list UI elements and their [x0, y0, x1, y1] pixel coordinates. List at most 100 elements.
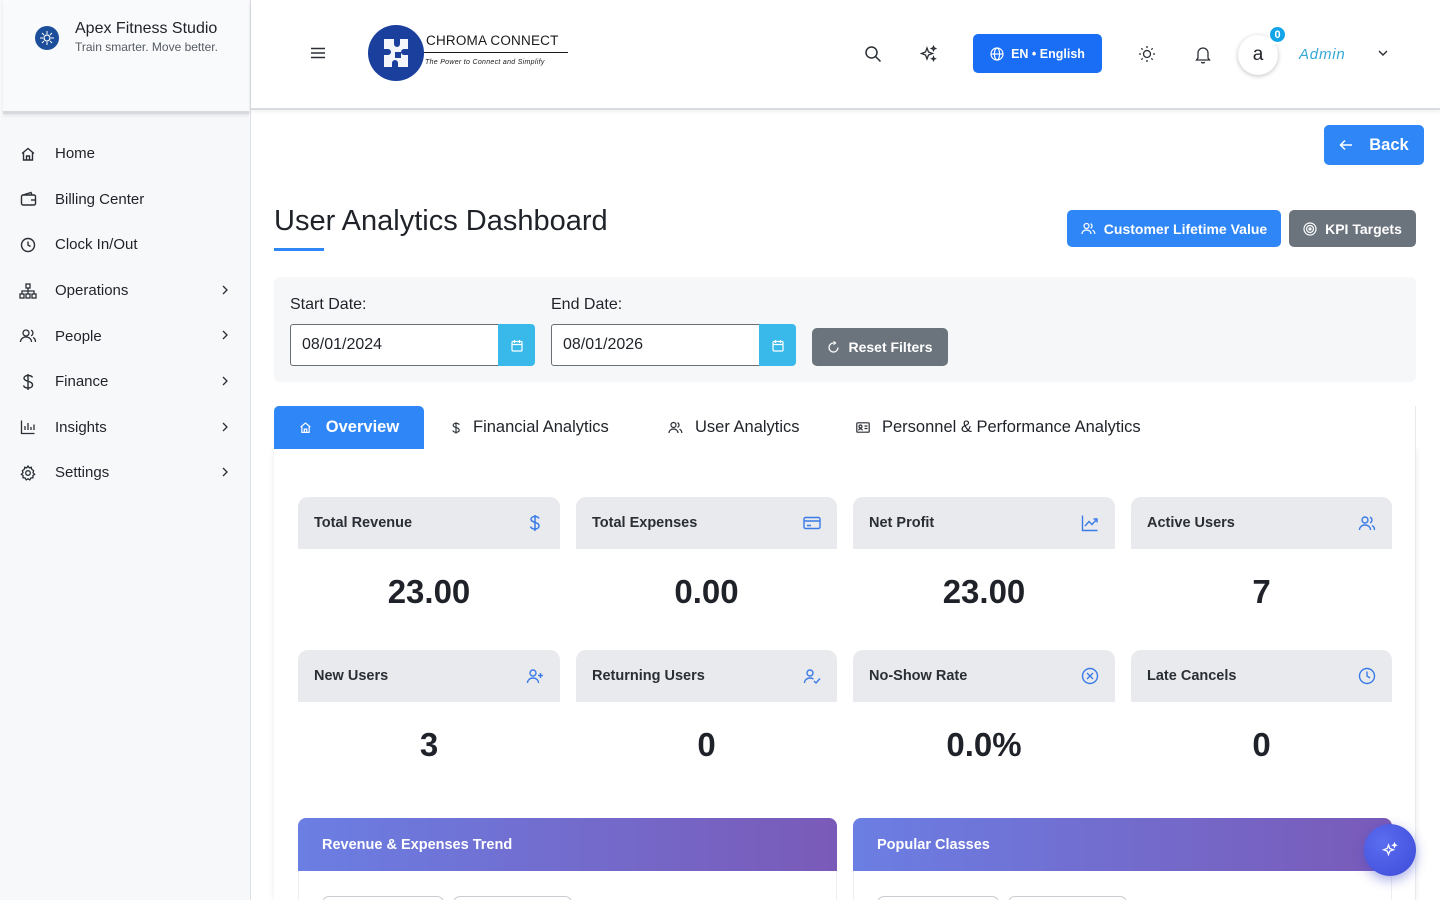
end-date-input[interactable]: 08/01/2026 — [551, 324, 760, 366]
puzzle-logo-icon — [368, 25, 424, 81]
revenue-expenses-chart-body — [298, 871, 837, 900]
chart-toggle-button[interactable] — [453, 896, 572, 900]
refresh-icon — [828, 340, 840, 353]
card-value: 0.0% — [946, 726, 1022, 763]
sidebar-item-label: Clock In/Out — [55, 236, 138, 254]
logo-divider — [424, 52, 568, 53]
sidebar-item-operations[interactable]: Operations — [0, 268, 250, 314]
chevron-right-icon — [222, 285, 228, 295]
card-label: Total Expenses — [592, 515, 698, 531]
start-date-input[interactable]: 08/01/2024 — [290, 324, 499, 366]
metric-card-new-users: New Users 3 — [298, 650, 560, 784]
tab-label: Overview — [325, 418, 400, 436]
dollar-icon — [452, 421, 460, 434]
sidebar-item-home[interactable]: Home — [0, 131, 250, 177]
language-label: EN • English — [1011, 46, 1085, 61]
sidebar-item-settings[interactable]: Settings — [0, 450, 250, 496]
people-icon — [19, 327, 37, 345]
metric-card-returning-users: Returning Users 0 — [576, 650, 837, 784]
dollar-icon — [19, 373, 37, 391]
sidebar-item-label: Billing Center — [55, 190, 145, 208]
chart-toggle-button[interactable] — [322, 896, 444, 900]
page-title: User Analytics Dashboard — [274, 205, 608, 237]
globe-icon — [990, 46, 1004, 61]
ai-sparkle-icon[interactable] — [919, 44, 939, 64]
sidebar-item-finance[interactable]: Finance — [0, 359, 250, 405]
brand-tagline: Train smarter. Move better. — [75, 40, 218, 54]
company-logo[interactable]: CHROMA CONNECT The Power to Connect and … — [368, 24, 573, 82]
card-header — [298, 497, 560, 549]
target-icon — [1303, 221, 1317, 236]
popular-classes-chart-header: Popular Classes — [853, 818, 1392, 871]
tab-label: Personnel & Performance Analytics — [882, 418, 1141, 436]
metric-card-total-expenses: Total Expenses 0.00 — [576, 497, 837, 631]
start-date-calendar-button[interactable] — [498, 324, 535, 366]
users-icon — [1081, 222, 1096, 235]
metric-card-no-show-rate: No-Show Rate 0.0% — [853, 650, 1115, 784]
sun-icon[interactable] — [1137, 44, 1157, 64]
user-check-icon — [803, 669, 821, 685]
card-label: Returning Users — [592, 668, 705, 684]
gear-icon — [19, 464, 37, 482]
tab-overview[interactable]: Overview — [274, 406, 424, 449]
brand-name: Apex Fitness Studio — [75, 20, 218, 37]
card-value: 0 — [1252, 726, 1271, 763]
chevron-down-icon[interactable] — [1377, 48, 1389, 58]
chart-toggle-button[interactable] — [877, 896, 999, 900]
trend-chart-icon — [1081, 515, 1098, 532]
sidebar-item-billing-center[interactable]: Billing Center — [0, 177, 250, 223]
card-header — [576, 650, 837, 702]
bell-icon[interactable] — [1193, 44, 1213, 64]
reset-filters-button[interactable]: Reset Filters — [812, 328, 948, 366]
back-button[interactable]: Back — [1324, 125, 1424, 165]
card-header — [298, 650, 560, 702]
sidebar: Apex Fitness Studio Train smarter. Move … — [0, 0, 251, 900]
sidebar-nav: Home Billing Center Clock In/Out Operati… — [0, 131, 250, 496]
avatar[interactable]: a — [1238, 35, 1278, 75]
popular-classes-chart-body — [853, 871, 1392, 900]
customer-lifetime-value-button[interactable]: Customer Lifetime Value — [1067, 210, 1281, 247]
end-date-calendar-button[interactable] — [759, 324, 796, 366]
sidebar-item-clock-in-out[interactable]: Clock In/Out — [0, 222, 250, 268]
metric-card-total-revenue: Total Revenue 23.00 — [298, 497, 560, 631]
clock-icon — [1358, 667, 1376, 685]
chart-toggle-button[interactable] — [1008, 896, 1127, 900]
tab-personnel-performance[interactable]: Personnel & Performance Analytics — [856, 406, 1141, 449]
tab-financial-analytics[interactable]: Financial Analytics — [451, 406, 609, 449]
chart-title: Revenue & Expenses Trend — [322, 837, 513, 853]
users-icon — [668, 421, 683, 434]
language-button[interactable]: EN • English — [973, 34, 1102, 73]
tab-user-analytics[interactable]: User Analytics — [668, 406, 800, 449]
card-value: 0 — [697, 726, 716, 763]
card-value: 7 — [1252, 573, 1271, 610]
card-label: Active Users — [1147, 515, 1235, 531]
sidebar-item-label: Insights — [55, 418, 107, 436]
start-date-label: Start Date: — [290, 296, 367, 313]
x-circle-icon — [1081, 667, 1099, 685]
user-name[interactable]: Admin — [1299, 46, 1346, 63]
credit-card-icon — [803, 516, 821, 530]
metric-card-late-cancels: Late Cancels 0 — [1131, 650, 1392, 784]
search-icon[interactable] — [863, 44, 883, 64]
chevron-right-icon — [222, 422, 228, 432]
users-icon — [1358, 516, 1376, 531]
sidebar-item-label: Finance — [55, 373, 109, 391]
card-label: Net Profit — [869, 515, 935, 531]
top-header: CHROMA CONNECT The Power to Connect and … — [251, 0, 1440, 110]
ai-assistant-button[interactable] — [1364, 824, 1416, 876]
sidebar-item-label: People — [55, 327, 102, 345]
menu-icon[interactable] — [310, 46, 326, 60]
card-header — [853, 650, 1115, 702]
sidebar-item-insights[interactable]: Insights — [0, 405, 250, 451]
sidebar-item-people[interactable]: People — [0, 313, 250, 359]
id-card-icon — [856, 422, 870, 433]
clv-label: Customer Lifetime Value — [1103, 220, 1268, 237]
chart-title: Popular Classes — [877, 837, 990, 853]
end-date-label: End Date: — [551, 296, 623, 313]
home-icon — [300, 422, 311, 433]
arrow-left-icon — [1339, 139, 1353, 151]
bar-chart-icon — [19, 418, 37, 436]
card-value: 0.00 — [674, 573, 739, 610]
kpi-targets-button[interactable]: KPI Targets — [1289, 210, 1416, 247]
metric-card-net-profit: Net Profit 23.00 — [853, 497, 1115, 631]
